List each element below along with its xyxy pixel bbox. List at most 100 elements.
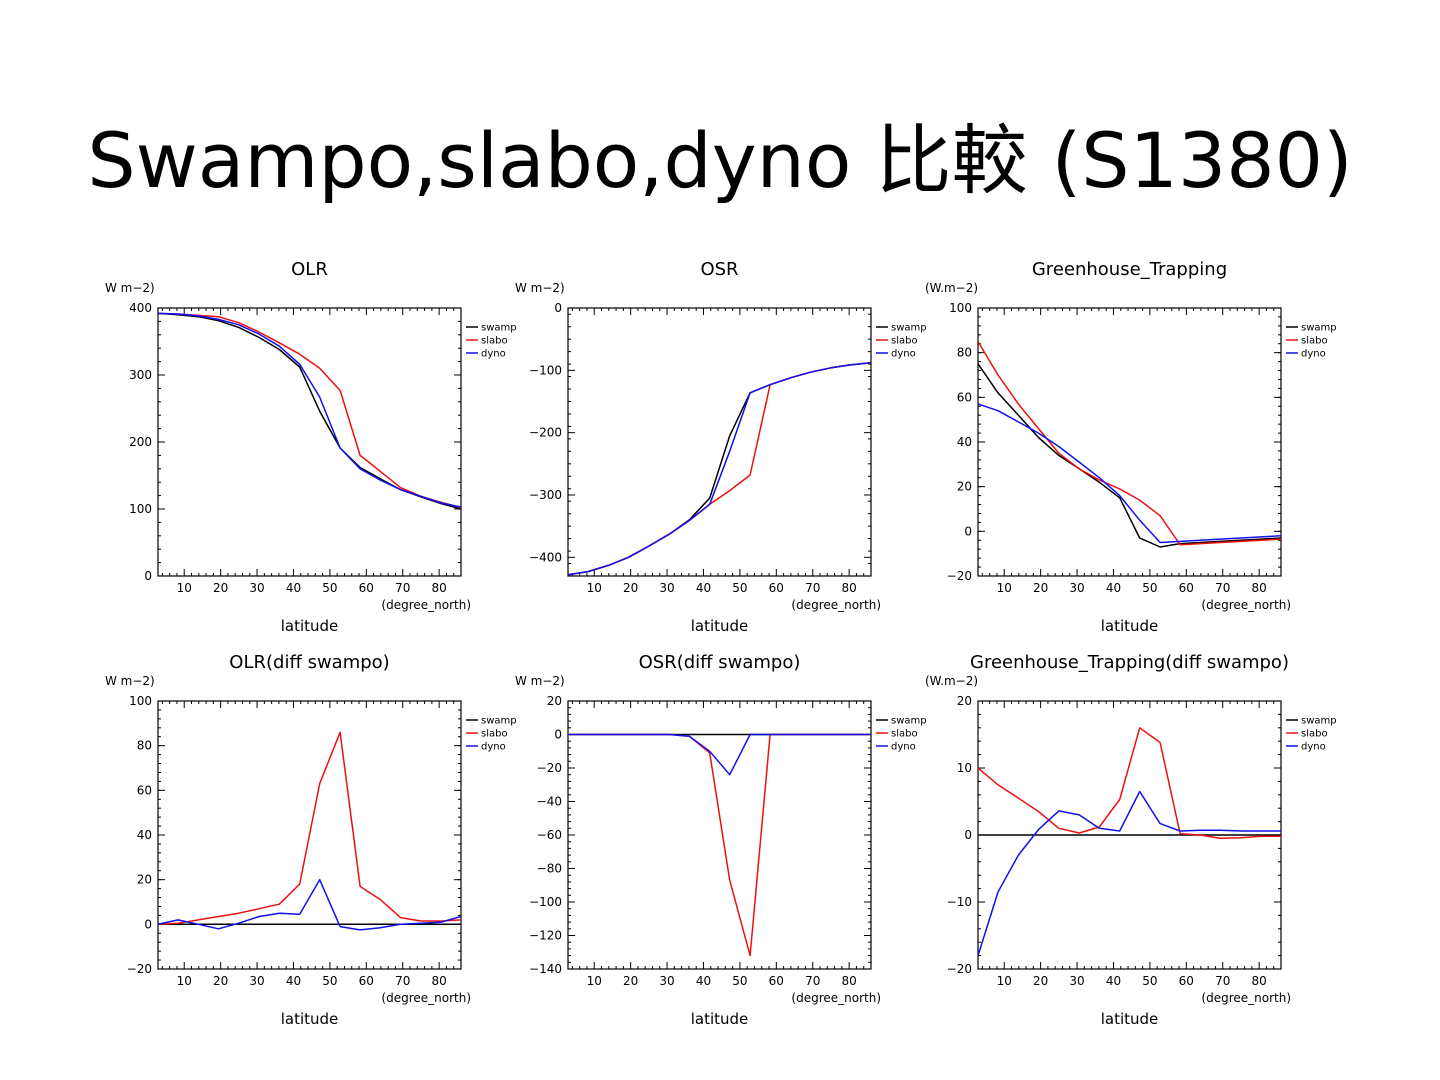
chart-panel-2: OSR W m−2) 10 20 30 40 50 60 70 80 −400 −300 −200 −10… [515,259,927,635]
x-axis-unit: (degree_north) [791,598,881,612]
y-tick-label: −100 [529,895,562,909]
chart-panel-5: OSR(diff swampo) W m−2) 10 20 30 40 50 60 70 80 −1… [515,652,927,1028]
series-line-swamp [568,362,871,576]
x-tick-label: 50 [1142,974,1157,988]
y-tick-label: 0 [964,828,972,842]
legend-label-dyno: dyno [481,742,506,753]
x-tick-label: 40 [1106,974,1121,988]
y-tick-label: −20 [537,761,562,775]
chart-panel-4: OLR(diff swampo) W m−2) 10 20 30 40 50 60 70 80 −2… [105,652,517,1028]
y-axis-label: (W.m−2) [925,281,978,295]
y-tick-label: −60 [537,828,562,842]
series-line-dyno [158,312,461,508]
x-tick-label: 20 [213,581,228,595]
y-tick-label: 300 [129,368,152,382]
y-tick-label: 400 [129,301,152,315]
series-line-swamp [158,312,461,510]
series-line-dyno [978,403,1281,544]
x-tick-label: 80 [1252,974,1267,988]
x-tick-label: 20 [623,581,638,595]
legend-label-swamp: swamp [1301,323,1337,334]
x-tick-label: 70 [395,974,410,988]
legend-label-dyno: dyno [891,742,916,753]
y-tick-label: 20 [547,694,562,708]
legend-label-dyno: dyno [481,349,506,360]
y-tick-label: 0 [964,524,972,538]
legend-label-dyno: dyno [1301,349,1326,360]
plot-frame [567,307,872,577]
series-line-swamp [978,363,1281,548]
x-tick-label: 80 [842,974,857,988]
y-tick-label: 60 [137,783,152,797]
chart-title: Greenhouse_Trapping(diff swampo) [970,652,1289,673]
x-tick-label: 30 [249,974,264,988]
x-tick-label: 80 [842,581,857,595]
x-tick-label: 70 [395,581,410,595]
y-axis-label: W m−2) [105,674,155,688]
legend-label-swamp: swamp [481,716,517,727]
x-axis-unit: (degree_north) [791,991,881,1005]
x-tick-label: 30 [249,581,264,595]
y-tick-label: −20 [127,962,152,976]
x-tick-label: 30 [1069,581,1084,595]
x-axis-label: latitude [281,617,339,635]
y-tick-label: 0 [554,728,562,742]
x-axis-label: latitude [691,1010,749,1028]
x-axis-unit: (degree_north) [381,991,471,1005]
plot-frame [977,307,1282,577]
y-tick-label: 40 [957,435,972,449]
x-tick-label: 10 [587,974,602,988]
x-tick-label: 40 [1106,581,1121,595]
x-tick-label: 20 [213,974,228,988]
x-axis-label: latitude [281,1010,339,1028]
y-tick-label: 100 [129,502,152,516]
chart-title: OSR(diff swampo) [639,652,801,673]
y-tick-label: −20 [947,569,972,583]
y-axis-label: (W.m−2) [925,674,978,688]
x-tick-label: 80 [432,974,447,988]
series-line-dyno [568,362,871,576]
legend-label-slabo: slabo [1301,729,1328,740]
x-tick-label: 10 [997,581,1012,595]
slide-title: Swampo,slabo,dyno 比較 (S1380) [87,116,1353,205]
y-tick-label: −100 [529,363,562,377]
x-tick-label: 20 [1033,974,1048,988]
legend-label-dyno: dyno [1301,742,1326,753]
chart-title: OLR [291,259,328,280]
y-tick-label: −20 [947,962,972,976]
x-tick-label: 60 [359,974,374,988]
series-line-slabo [568,733,871,957]
legend-label-swamp: swamp [1301,716,1337,727]
series-line-slabo [978,727,1281,840]
y-axis-label: W m−2) [515,281,565,295]
y-tick-label: 20 [957,694,972,708]
series-line-slabo [978,341,1281,546]
legend-label-dyno: dyno [891,349,916,360]
legend-label-slabo: slabo [891,336,918,347]
y-tick-label: 0 [144,569,152,583]
y-tick-label: 0 [144,917,152,931]
x-tick-label: 50 [1142,581,1157,595]
x-tick-label: 50 [732,974,747,988]
series-line-slabo [158,731,461,926]
y-tick-label: −120 [529,929,562,943]
legend-label-swamp: swamp [891,323,927,334]
x-axis-unit: (degree_north) [381,598,471,612]
x-axis-label: latitude [1101,617,1159,635]
x-tick-label: 60 [1179,974,1194,988]
x-tick-label: 40 [696,974,711,988]
y-tick-label: 100 [129,694,152,708]
x-tick-label: 40 [286,974,301,988]
x-tick-label: 40 [286,581,301,595]
plot-frame [157,307,462,577]
x-tick-label: 60 [769,974,784,988]
y-tick-label: 100 [949,301,972,315]
x-tick-label: 70 [805,974,820,988]
y-tick-label: 60 [957,390,972,404]
series-line-dyno [568,733,871,776]
x-tick-label: 60 [359,581,374,595]
x-tick-label: 60 [1179,581,1194,595]
x-tick-label: 20 [623,974,638,988]
x-tick-label: 50 [322,581,337,595]
legend-label-swamp: swamp [481,323,517,334]
